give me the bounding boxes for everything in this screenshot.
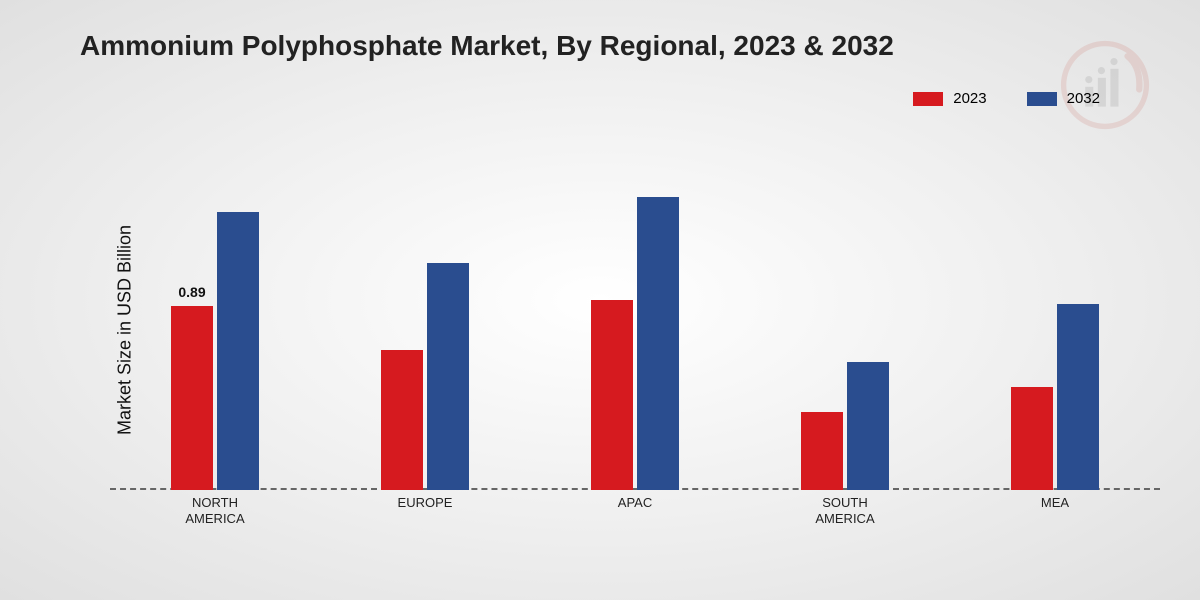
x-axis-category-label: APAC	[618, 495, 652, 511]
legend-swatch-2023	[913, 92, 943, 106]
plot-area: 0.89	[110, 160, 1160, 490]
bar	[591, 300, 633, 490]
bar	[801, 412, 843, 490]
bar-group: 0.89	[171, 212, 259, 490]
bar	[1011, 387, 1053, 490]
x-axis-category-label: MEA	[1041, 495, 1069, 511]
bar	[1057, 304, 1099, 490]
legend-swatch-2032	[1027, 92, 1057, 106]
legend-item-2032: 2032	[1027, 90, 1100, 107]
bar	[427, 263, 469, 490]
x-axis-category-label: NORTH AMERICA	[185, 495, 244, 526]
bar-group	[801, 362, 889, 490]
bar: 0.89	[171, 306, 213, 490]
bar-group	[381, 263, 469, 490]
bar	[381, 350, 423, 490]
chart-title: Ammonium Polyphosphate Market, By Region…	[80, 30, 894, 62]
legend: 2023 2032	[913, 90, 1100, 107]
x-axis-category-label: EUROPE	[398, 495, 453, 511]
bar-value-label: 0.89	[178, 284, 205, 300]
watermark-logo	[1060, 40, 1150, 130]
legend-label-2032: 2032	[1067, 90, 1100, 107]
bar-group	[591, 197, 679, 490]
bar-group	[1011, 304, 1099, 490]
legend-item-2023: 2023	[913, 90, 986, 107]
bar	[217, 212, 259, 490]
x-axis-labels: NORTH AMERICA EUROPE APAC SOUTH AMERICA MEA	[110, 495, 1160, 545]
bar	[847, 362, 889, 490]
legend-label-2023: 2023	[953, 90, 986, 107]
x-axis-category-label: SOUTH AMERICA	[815, 495, 874, 526]
bar	[637, 197, 679, 490]
